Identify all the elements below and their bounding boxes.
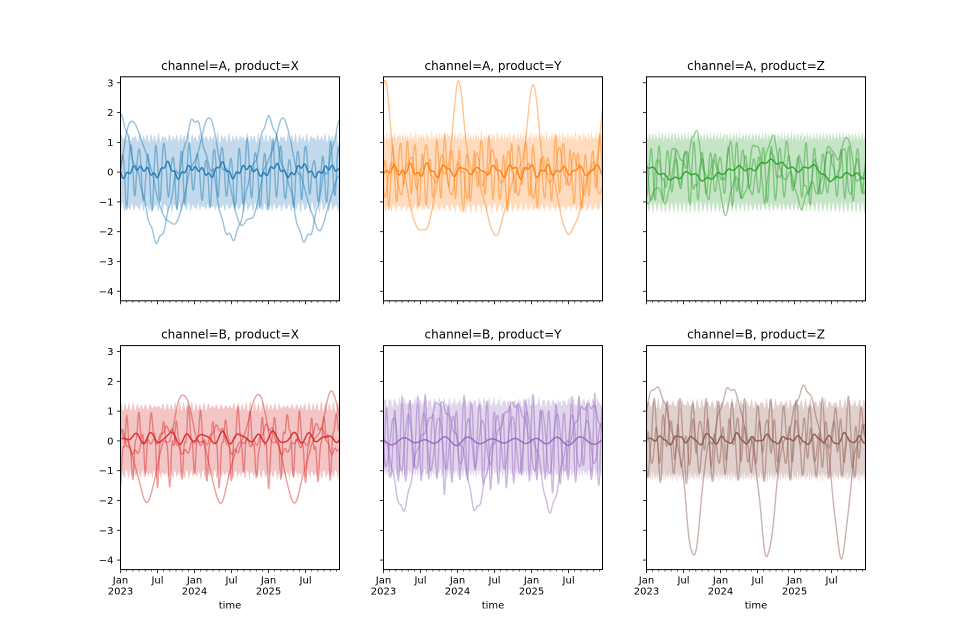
x-tick-label: Jul [299, 576, 312, 587]
panel-0-1: channel=A, product=Y [380, 59, 603, 305]
x-tick-year-label: 2024 [445, 587, 470, 598]
series-mean [383, 436, 603, 447]
y-tick-label: 1 [107, 407, 113, 418]
x-tick-label: Jan [638, 576, 654, 587]
series-mean [646, 158, 866, 183]
series-sample-1 [646, 129, 866, 217]
y-tick-label: 3 [107, 347, 113, 358]
series-mean [120, 430, 340, 446]
axes-frame [646, 345, 866, 571]
x-tick-label: Jan [112, 576, 128, 587]
plot-area [120, 113, 340, 245]
x-tick-year-label: 2024 [182, 587, 207, 598]
series-sample-2 [383, 133, 603, 213]
series-sample-2 [383, 392, 603, 496]
axes-frame [120, 345, 340, 571]
plot-area [383, 392, 603, 514]
y-tick-label: −2 [99, 227, 114, 238]
panel-0-2: channel=A, product=Z [643, 59, 866, 305]
x-tick-label: Jan [260, 576, 276, 587]
x-tick-label: Jul [562, 576, 575, 587]
x-tick-label: Jan [186, 576, 202, 587]
x-tick-year-label: 2025 [782, 587, 807, 598]
x-tick-year-label: 2025 [519, 587, 544, 598]
x-tick-label: Jan [375, 576, 391, 587]
series-sample-3 [120, 137, 340, 212]
panel-title: channel=A, product=Y [425, 59, 563, 73]
series-sample-3 [383, 143, 603, 200]
x-tick-label: Jul [825, 576, 838, 587]
series-mean [646, 431, 866, 446]
axes-frame [646, 76, 866, 302]
x-tick-label: Jul [676, 576, 689, 587]
x-tick-label: Jan [449, 576, 465, 587]
plot-area [383, 79, 603, 237]
y-tick-label: −3 [99, 257, 114, 268]
axes-frame [120, 76, 340, 302]
panel-0-0: 3 2 1 0 −1 −2 −3 −4 channel=A, product=X [99, 59, 340, 305]
y-tick-label: 1 [107, 138, 113, 149]
x-tick-label: Jan [523, 576, 539, 587]
y-tick-label: 2 [107, 377, 113, 388]
series-sample-2 [120, 405, 340, 490]
panel-title: channel=A, product=Z [687, 59, 825, 73]
y-tick-label: −3 [99, 526, 114, 537]
panel-title: channel=B, product=Y [425, 328, 563, 342]
confidence-band [383, 129, 603, 215]
y-tick-label: 0 [107, 436, 113, 447]
plot-area [646, 384, 866, 560]
x-tick-year-label: 2023 [371, 587, 396, 598]
x-tick-label: Jul [150, 576, 163, 587]
x-tick-year-label: 2023 [108, 587, 133, 598]
axes-frame [383, 345, 603, 571]
x-axis-label: time [219, 601, 242, 612]
plot-area [646, 129, 866, 217]
series-sample-1 [383, 79, 603, 237]
x-tick-label: Jan [786, 576, 802, 587]
y-tick-label: −1 [99, 197, 114, 208]
series-sample-1 [646, 384, 866, 560]
x-tick-label: Jul [225, 576, 238, 587]
y-tick-label: 3 [107, 78, 113, 89]
plot-area [120, 390, 340, 504]
series-sample-3 [383, 409, 603, 475]
y-tick-label: −2 [99, 496, 114, 507]
x-tick-label: Jul [413, 576, 426, 587]
x-tick-label: Jul [488, 576, 501, 587]
confidence-band [120, 401, 340, 481]
axes-frame [383, 76, 603, 302]
y-tick-label: −4 [99, 287, 114, 298]
y-tick-label: −1 [99, 466, 114, 477]
series-sample-1 [120, 113, 340, 245]
x-tick-label: Jan [712, 576, 728, 587]
x-tick-year-label: 2023 [634, 587, 659, 598]
x-axis-label: time [745, 601, 768, 612]
x-tick-label: Jul [751, 576, 764, 587]
series-mean [120, 160, 340, 180]
confidence-band [383, 395, 603, 480]
series-sample-1 [120, 390, 340, 504]
series-sample-2 [120, 117, 340, 232]
panel-title: channel=B, product=Z [687, 328, 825, 342]
y-tick-label: 0 [107, 168, 113, 179]
x-axis-label: time [482, 601, 505, 612]
panel-title: channel=A, product=X [161, 59, 299, 73]
y-tick-label: −4 [99, 556, 114, 567]
series-mean [383, 162, 603, 180]
x-tick-year-label: 2025 [256, 587, 281, 598]
series-sample-3 [646, 140, 866, 205]
x-tick-year-label: 2024 [708, 587, 733, 598]
y-tick-label: 2 [107, 108, 113, 119]
series-sample-3 [646, 414, 866, 469]
confidence-band [646, 130, 866, 214]
panel-title: channel=B, product=X [161, 328, 299, 342]
